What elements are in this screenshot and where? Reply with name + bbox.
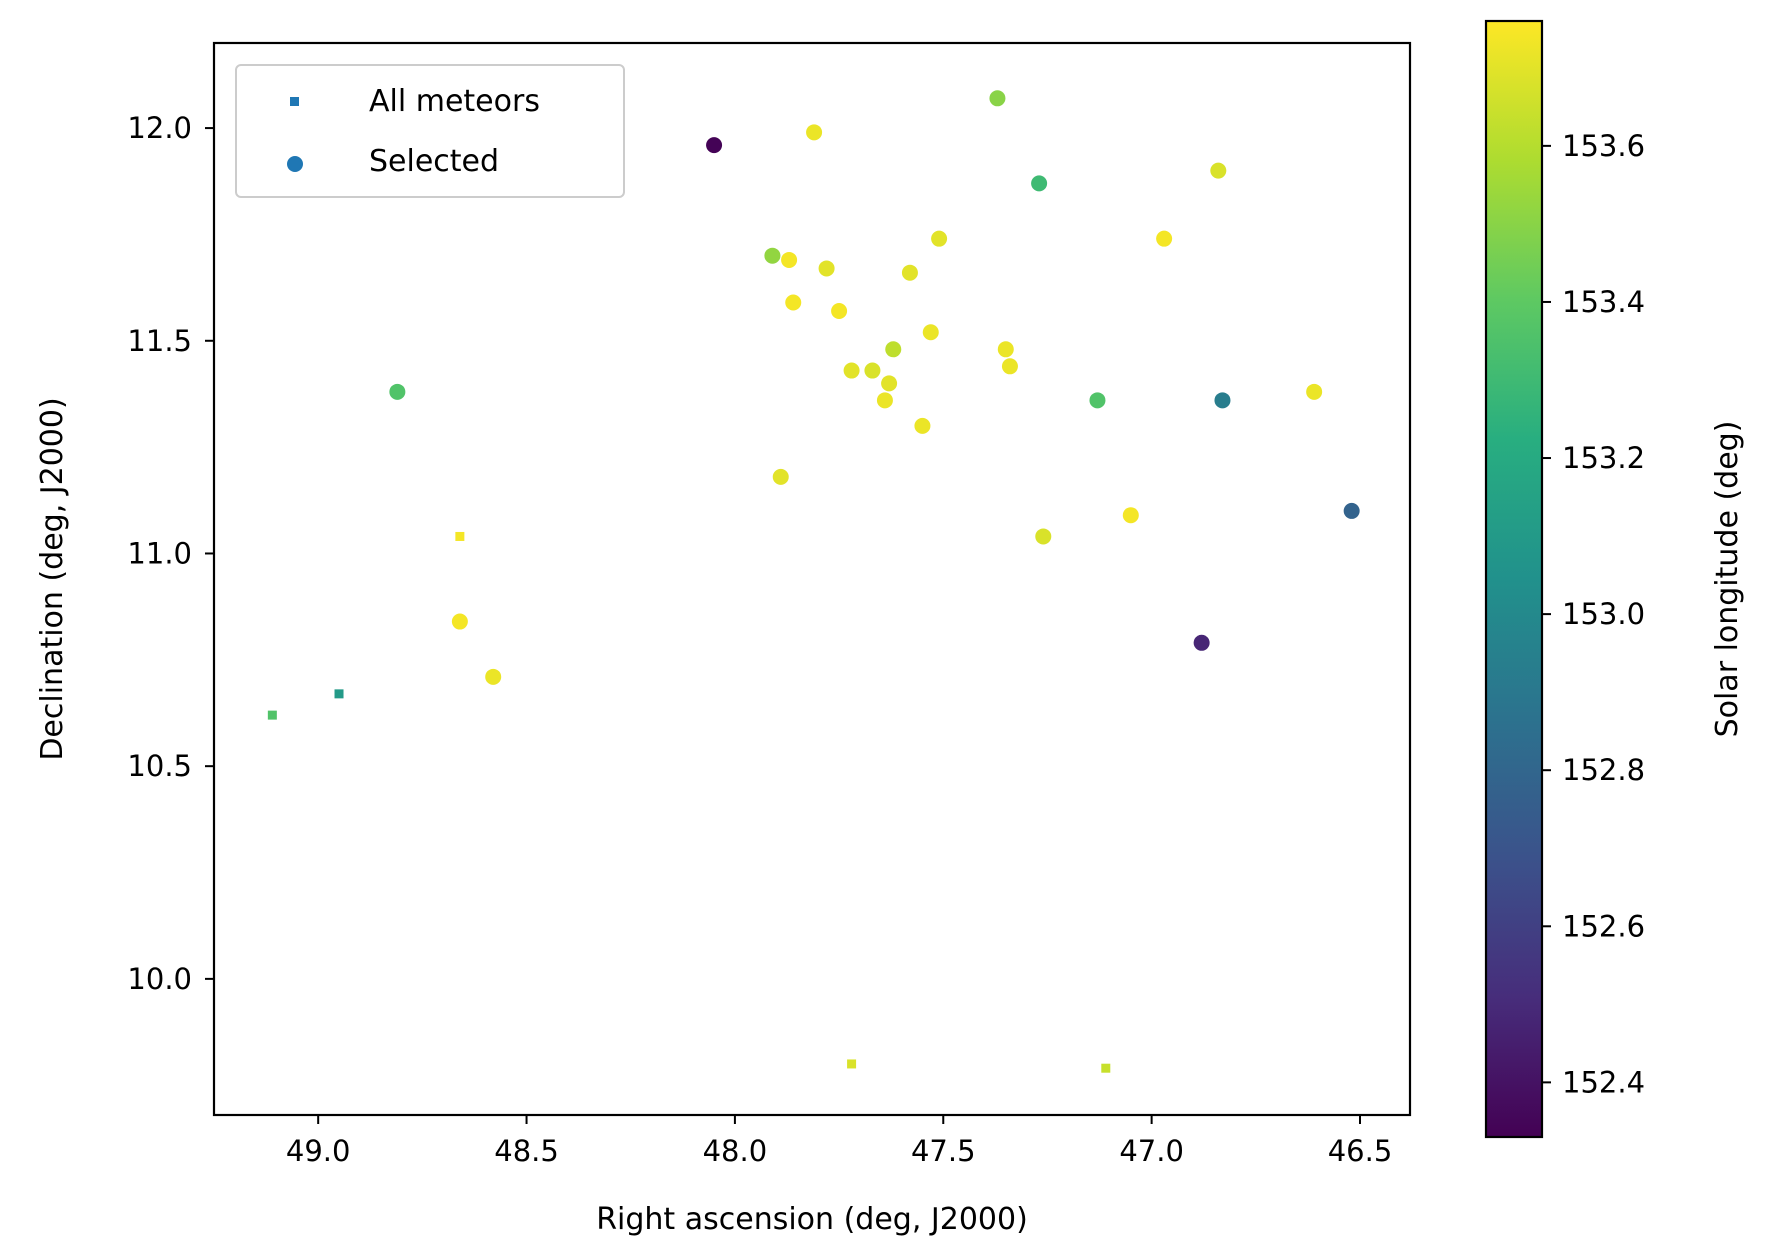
plot-frame bbox=[212, 41, 1412, 1117]
y-axis: 10.0 10.5 11.0 11.5 12.0 bbox=[127, 111, 214, 996]
x-tick-label: 48.5 bbox=[494, 1134, 559, 1168]
selected-point bbox=[881, 375, 898, 392]
x-axis-label: Right ascension (deg, J2000) bbox=[596, 1202, 1028, 1237]
selected-point bbox=[451, 613, 468, 630]
selected-point bbox=[997, 341, 1014, 358]
selected-point bbox=[1089, 392, 1106, 409]
x-tick-label: 46.5 bbox=[1328, 1134, 1393, 1168]
colorbar-ticks: 152.4 152.6 152.8 153.0 153.2 153.4 153.6 bbox=[1542, 129, 1645, 1099]
selected-point bbox=[1210, 162, 1227, 179]
selected-point bbox=[485, 668, 502, 685]
all-meteors-point bbox=[267, 710, 277, 720]
selected-point bbox=[764, 247, 781, 264]
selected-point bbox=[1193, 634, 1210, 651]
selected-point bbox=[843, 362, 860, 379]
y-tick-label: 12.0 bbox=[127, 111, 192, 145]
y-tick-label: 10.5 bbox=[127, 749, 192, 783]
x-tick-label: 47.0 bbox=[1119, 1134, 1184, 1168]
colorbar-gradient bbox=[1484, 19, 1544, 1139]
colorbar-tick-label: 152.8 bbox=[1562, 753, 1645, 787]
colorbar: 152.4 152.6 152.8 153.0 153.2 153.4 153.6 Sola… bbox=[1484, 19, 1745, 1139]
all-meteors-point bbox=[847, 1059, 857, 1069]
selected-point bbox=[831, 303, 848, 319]
legend-circle-marker bbox=[287, 156, 303, 172]
colorbar-tick-label: 153.4 bbox=[1562, 285, 1645, 319]
selected-point bbox=[706, 137, 723, 154]
selected-point bbox=[1035, 528, 1052, 545]
x-tick-label: 49.0 bbox=[286, 1134, 351, 1168]
selected-point bbox=[781, 251, 798, 268]
y-axis-label: Declination (deg, J2000) bbox=[35, 397, 70, 760]
selected-point bbox=[885, 341, 902, 358]
selected-point bbox=[901, 264, 918, 281]
selected-point bbox=[1122, 507, 1139, 524]
all-meteors-point bbox=[1101, 1063, 1111, 1073]
y-tick-label: 11.5 bbox=[127, 324, 192, 358]
selected-point bbox=[772, 468, 789, 485]
selected-point bbox=[1001, 358, 1018, 375]
scatter-marks bbox=[267, 90, 1360, 1073]
legend: All meteors Selected bbox=[235, 64, 625, 198]
colorbar-tick-label: 152.6 bbox=[1562, 909, 1645, 943]
colorbar-tick-label: 152.4 bbox=[1562, 1065, 1645, 1099]
all-meteors-point bbox=[455, 531, 465, 541]
selected-point bbox=[785, 294, 802, 311]
selected-point bbox=[864, 362, 881, 379]
colorbar-tick-label: 153.0 bbox=[1562, 597, 1645, 631]
selected-point bbox=[1306, 383, 1323, 400]
selected-point bbox=[1156, 230, 1173, 247]
y-tick-label: 11.0 bbox=[127, 536, 192, 570]
selected-point bbox=[876, 392, 893, 409]
x-axis: 49.0 48.5 48.0 47.5 47.0 46.5 bbox=[286, 1115, 1392, 1168]
y-tick-label: 10.0 bbox=[127, 962, 192, 996]
selected-point bbox=[1214, 392, 1231, 409]
selected-point bbox=[1343, 502, 1360, 519]
all-meteors-point bbox=[334, 689, 344, 699]
selected-point bbox=[922, 324, 939, 341]
legend-frame bbox=[235, 64, 625, 198]
selected-point bbox=[389, 383, 406, 400]
selected-point bbox=[818, 260, 835, 277]
x-tick-label: 47.5 bbox=[911, 1134, 976, 1168]
legend-square-marker bbox=[290, 97, 299, 106]
legend-label-all-meteors: All meteors bbox=[369, 84, 540, 119]
selected-point bbox=[931, 230, 948, 247]
colorbar-tick-label: 153.2 bbox=[1562, 441, 1645, 475]
x-tick-label: 48.0 bbox=[703, 1134, 768, 1168]
colorbar-tick-label: 153.6 bbox=[1562, 129, 1645, 163]
selected-point bbox=[989, 90, 1006, 107]
legend-label-selected: Selected bbox=[369, 144, 499, 179]
colorbar-label: Solar longitude (deg) bbox=[1710, 421, 1745, 738]
selected-point bbox=[806, 124, 823, 141]
selected-point bbox=[914, 417, 931, 434]
selected-point bbox=[1031, 175, 1048, 192]
